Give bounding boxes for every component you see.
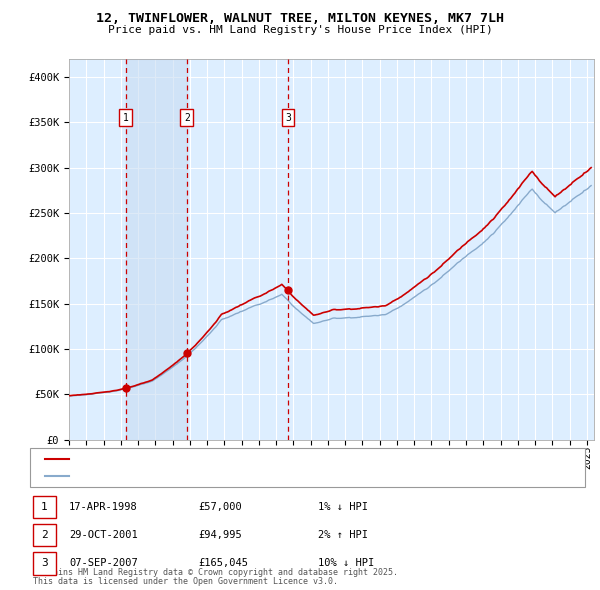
Text: 2: 2 <box>41 530 48 540</box>
Text: Contains HM Land Registry data © Crown copyright and database right 2025.: Contains HM Land Registry data © Crown c… <box>33 568 398 577</box>
Text: 12, TWINFLOWER, WALNUT TREE, MILTON KEYNES, MK7 7LH: 12, TWINFLOWER, WALNUT TREE, MILTON KEYN… <box>96 12 504 25</box>
Text: Price paid vs. HM Land Registry's House Price Index (HPI): Price paid vs. HM Land Registry's House … <box>107 25 493 35</box>
Text: 3: 3 <box>41 559 48 568</box>
Text: 17-APR-1998: 17-APR-1998 <box>69 502 138 512</box>
Text: £57,000: £57,000 <box>198 502 242 512</box>
Text: 2% ↑ HPI: 2% ↑ HPI <box>318 530 368 540</box>
Text: 10% ↓ HPI: 10% ↓ HPI <box>318 559 374 568</box>
Bar <box>126 59 187 440</box>
Text: 07-SEP-2007: 07-SEP-2007 <box>69 559 138 568</box>
Text: 1% ↓ HPI: 1% ↓ HPI <box>318 502 368 512</box>
Text: 1: 1 <box>123 113 129 123</box>
Text: £94,995: £94,995 <box>198 530 242 540</box>
Text: 3: 3 <box>285 113 291 123</box>
Text: 2: 2 <box>184 113 190 123</box>
Text: This data is licensed under the Open Government Licence v3.0.: This data is licensed under the Open Gov… <box>33 578 338 586</box>
Text: 1: 1 <box>41 502 48 512</box>
Text: 29-OCT-2001: 29-OCT-2001 <box>69 530 138 540</box>
Text: £165,045: £165,045 <box>198 559 248 568</box>
Text: 12, TWINFLOWER, WALNUT TREE, MILTON KEYNES, MK7 7LH (semi-detached house): 12, TWINFLOWER, WALNUT TREE, MILTON KEYN… <box>72 454 492 463</box>
Text: HPI: Average price, semi-detached house, Milton Keynes: HPI: Average price, semi-detached house,… <box>72 472 383 481</box>
